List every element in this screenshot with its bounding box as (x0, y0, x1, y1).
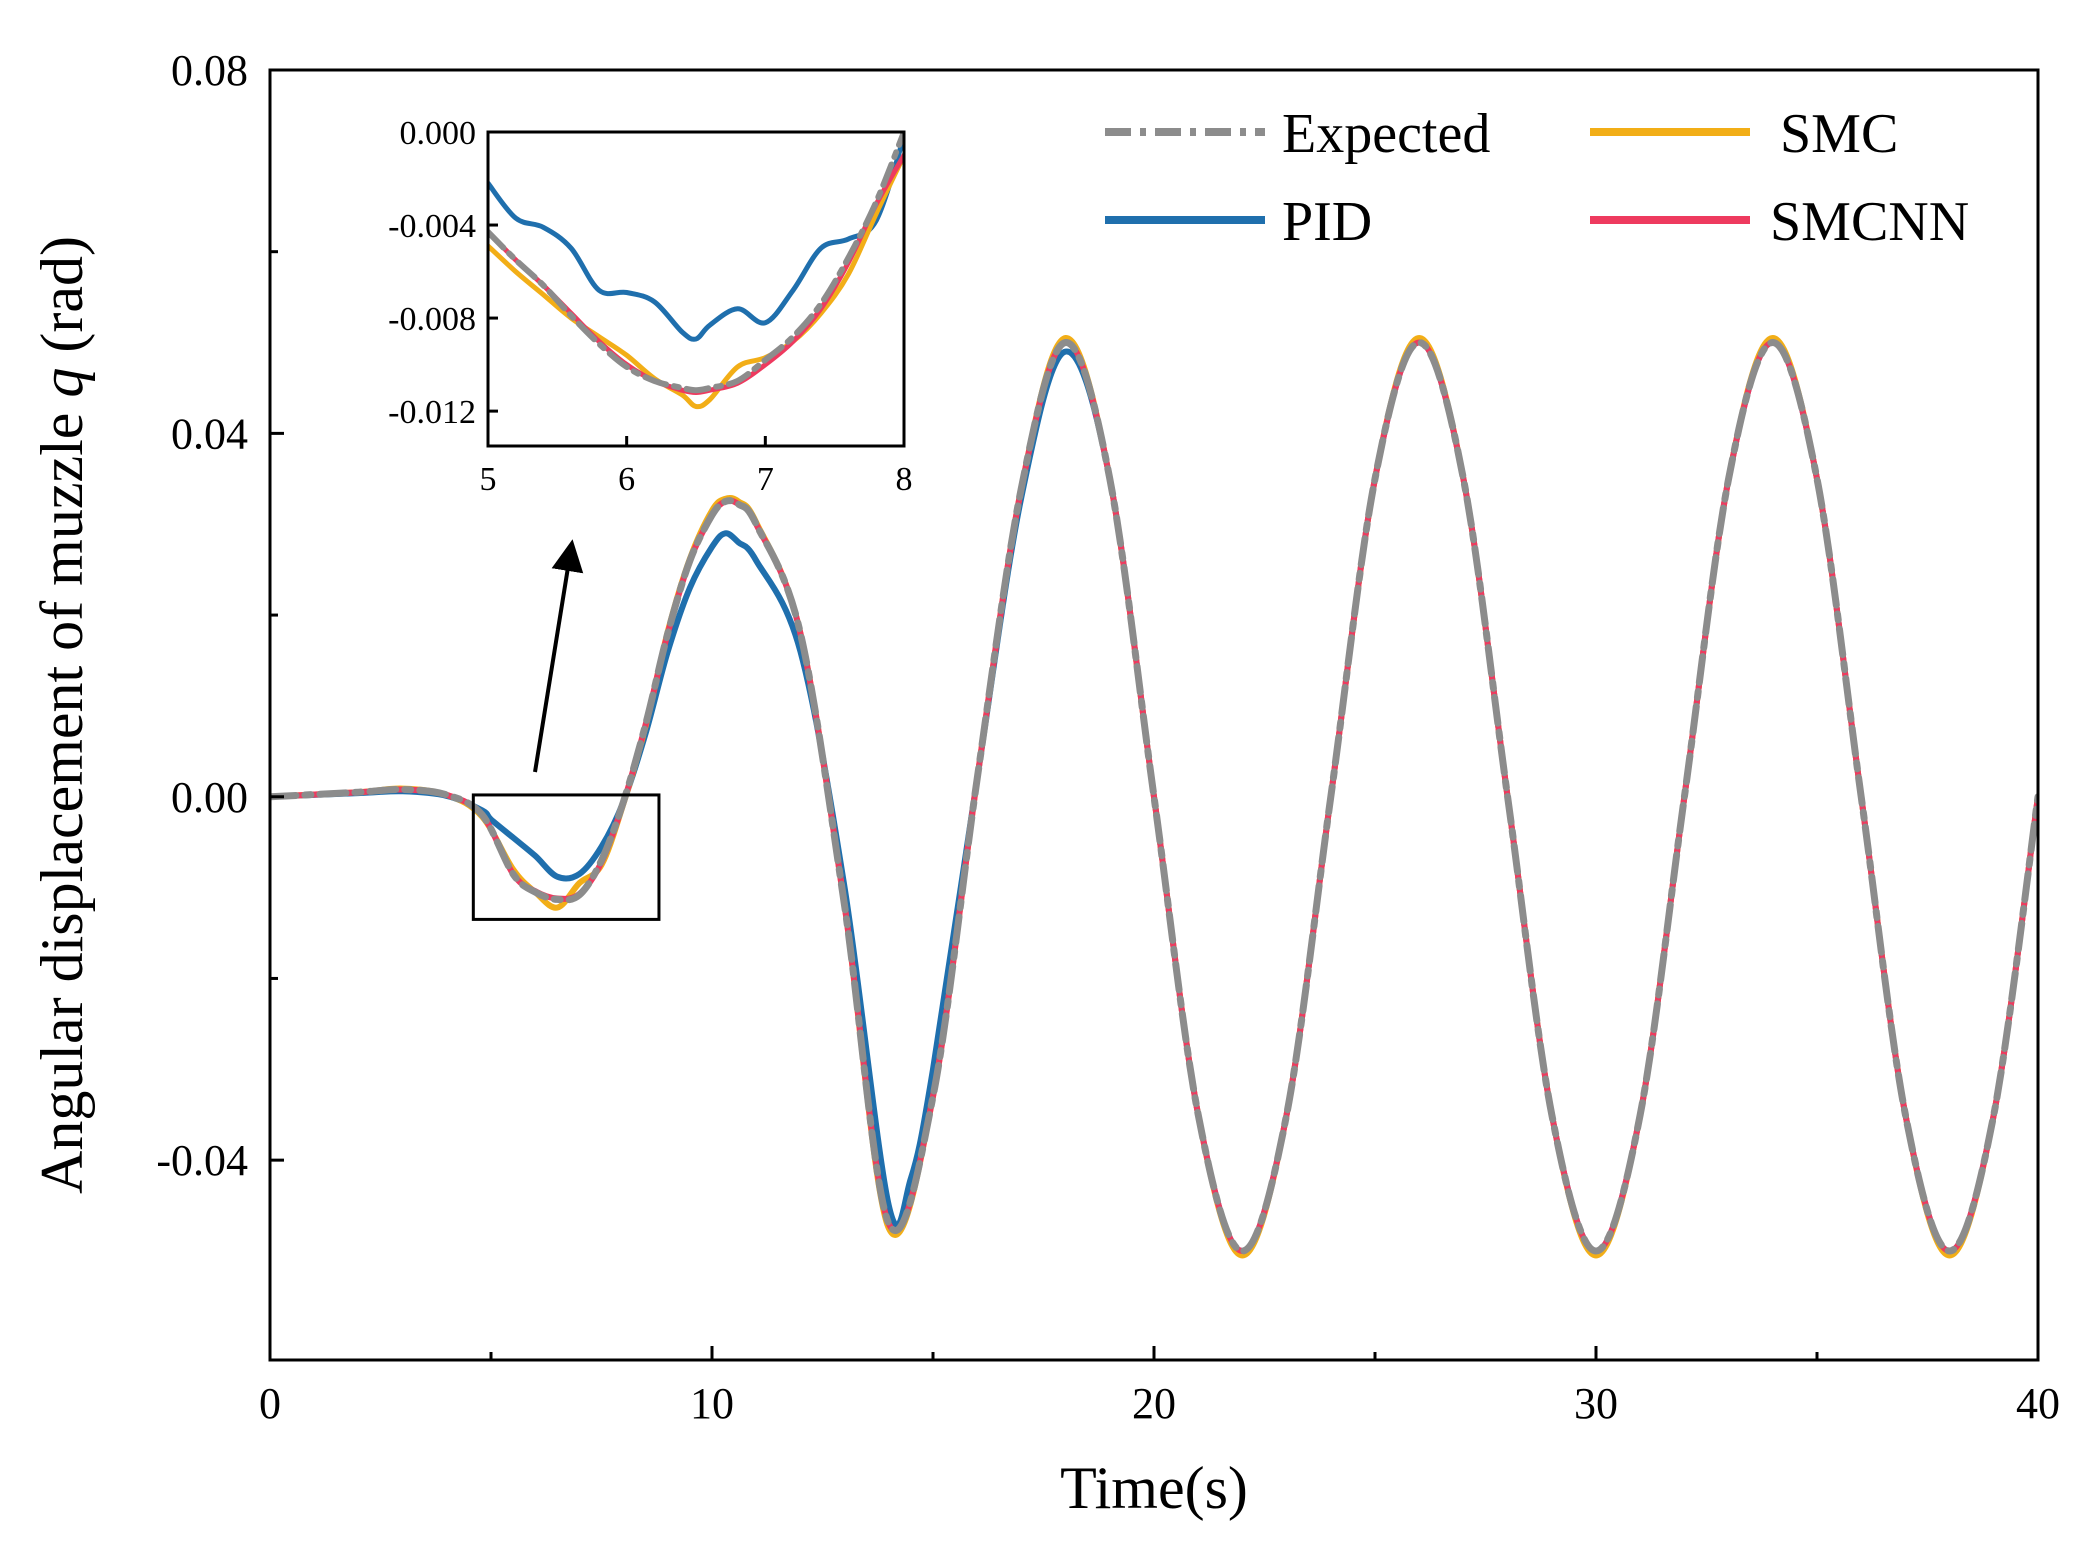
legend-item-smc: SMC (1590, 103, 1898, 165)
y-axis-title: Angular displacement of muzzle q (rad) (29, 236, 95, 1194)
y-tick-label: 0.08 (171, 46, 248, 95)
legend-item-smcnn: SMCNN (1590, 191, 1969, 253)
inset-chart: 5 6 7 8 0.000 -0.004 -0.008 -0.012 (388, 115, 912, 498)
inset-x-tick-label: 5 (480, 461, 497, 498)
x-tick-label: 30 (1574, 1379, 1618, 1428)
y-tick-label: 0.00 (171, 773, 248, 822)
zoom-region-box (471, 793, 661, 921)
x-tick-label: 20 (1132, 1379, 1176, 1428)
inset-series-layer (488, 132, 904, 410)
legend-label-pid: PID (1282, 191, 1372, 253)
x-tick-label: 40 (2016, 1379, 2060, 1428)
inset-x-tick-label: 6 (618, 461, 635, 498)
inset-x-tick-label: 8 (896, 461, 913, 498)
inset-axis-ticks: 5 6 7 8 0.000 -0.004 -0.008 -0.012 (388, 115, 912, 498)
inset-y-tick-label: -0.008 (388, 301, 476, 338)
x-tick-label: 0 (259, 1379, 281, 1428)
legend-item-pid: PID (1105, 191, 1372, 253)
series-line-smcnn (270, 339, 2038, 1254)
legend-label-smc: SMC (1780, 103, 1898, 165)
inset-frame (486, 130, 906, 448)
legend-item-expected: Expected (1105, 103, 1490, 165)
main-axis-ticks: 0 10 20 30 40 -0.04 0.00 0.04 0.08 (156, 46, 2060, 1428)
legend-label-smcnn: SMCNN (1770, 191, 1969, 253)
inset-y-tick-label: 0.000 (400, 115, 477, 152)
legend-label-expected: Expected (1282, 103, 1490, 165)
inset-series-line-expected (488, 132, 904, 394)
y-tick-label: -0.04 (156, 1136, 248, 1185)
inset-series-line-pid (488, 134, 904, 342)
inset-y-tick-label: -0.012 (388, 394, 476, 431)
inset-series-line-smc (488, 152, 904, 410)
x-axis-title: Time(s) (1060, 1455, 1248, 1521)
main-series-layer (270, 335, 2038, 1259)
legend: Expected SMC PID SMCNN (1105, 103, 1969, 253)
x-tick-label: 10 (690, 1379, 734, 1428)
y-tick-label: 0.04 (171, 409, 248, 458)
zoom-arrow (533, 539, 584, 773)
inset-x-tick-label: 7 (757, 461, 774, 498)
inset-y-tick-label: -0.004 (388, 208, 476, 245)
